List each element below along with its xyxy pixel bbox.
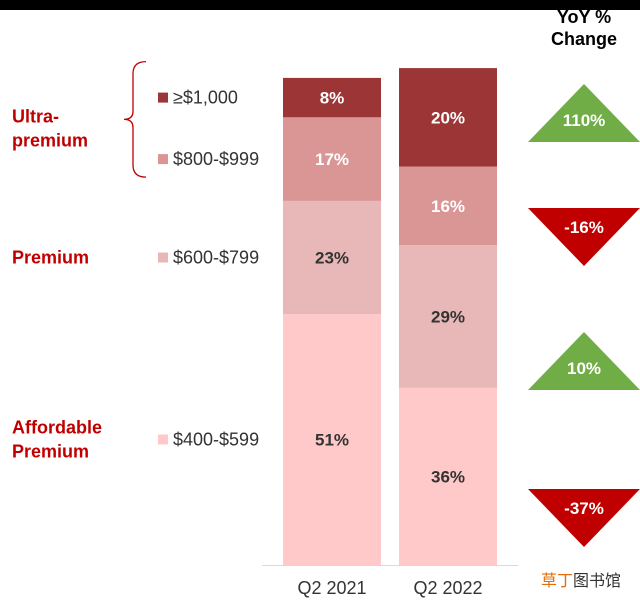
x-tick-label: Q2 2021 — [297, 578, 366, 598]
group-label: Affordable — [12, 418, 102, 438]
bar-segment — [399, 245, 497, 388]
legend-marker — [158, 92, 168, 103]
data-label: 23% — [315, 249, 349, 268]
data-label: 20% — [431, 108, 465, 127]
legend-label: $400-$599 — [173, 430, 259, 450]
data-label: 36% — [431, 467, 465, 486]
bar-segment — [399, 166, 497, 246]
yoy-title: YoY % — [557, 7, 611, 27]
bar-segment — [283, 200, 381, 315]
bar-segment — [283, 77, 381, 118]
legend-label: ≥$1,000 — [173, 88, 238, 108]
x-tick-label: Q2 2022 — [413, 578, 482, 598]
watermark-part2: 图书馆 — [573, 571, 621, 590]
group-label: Premium — [12, 442, 89, 462]
top-bar — [0, 0, 640, 10]
legend-label: $600-$799 — [173, 248, 259, 268]
legend-label: $800-$999 — [173, 149, 259, 169]
data-label: 17% — [315, 150, 349, 169]
yoy-value: 110% — [563, 111, 606, 130]
yoy-up-triangle — [528, 332, 640, 390]
yoy-down-triangle — [528, 208, 640, 266]
legend-marker — [158, 434, 168, 445]
group-label: Ultra- — [12, 106, 59, 126]
watermark-part1: 草丁 — [541, 571, 573, 590]
yoy-value: -16% — [564, 218, 604, 237]
data-label: 16% — [431, 197, 465, 216]
group-bracket — [123, 60, 147, 178]
group-label: Premium — [12, 248, 89, 268]
group-label: premium — [12, 130, 88, 150]
bar-segment — [283, 117, 381, 201]
bar-segment — [283, 314, 381, 565]
yoy-title: Change — [551, 29, 617, 49]
data-label: 29% — [431, 308, 465, 327]
bar-segment — [399, 68, 497, 167]
bar-segment — [399, 387, 497, 565]
yoy-up-triangle — [528, 84, 640, 142]
yoy-value: -37% — [564, 499, 604, 518]
yoy-value: 10% — [567, 359, 601, 378]
data-label: 8% — [320, 89, 345, 108]
legend-marker — [158, 252, 168, 263]
data-label: 51% — [315, 431, 349, 450]
yoy-down-triangle — [528, 489, 640, 547]
watermark-text: 草丁图书馆 — [541, 571, 621, 590]
legend-marker — [158, 154, 168, 165]
